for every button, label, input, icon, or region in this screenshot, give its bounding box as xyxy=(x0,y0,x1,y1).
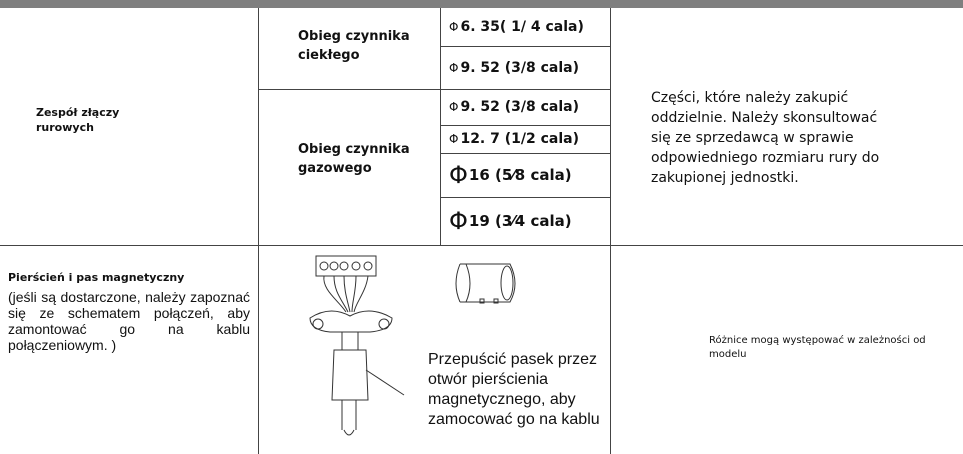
illustration-caption: Przepuścić pasek przez otwór pierścienia… xyxy=(428,351,600,428)
row-description: (jeśli są dostarczone, należy zapoznać s… xyxy=(8,289,250,353)
phi-symbol: Φ xyxy=(449,20,459,34)
size-text: 6. 35( 1/ 4 cala) xyxy=(460,19,584,35)
pipe-size: Φ 6. 35( 1/ 4 cala) xyxy=(441,8,610,46)
size-text: 9. 52 (3/8 cala) xyxy=(460,99,580,115)
model-note: Różnice mogą występować w zależności od … xyxy=(709,335,926,360)
phi-symbol: Φ xyxy=(449,60,459,75)
row-label: Pierścień i pas magnetyczny xyxy=(8,271,185,284)
liquid-label: Obieg czynnika ciekłego xyxy=(298,29,410,63)
pipe-size: Φ 16 (5⁄8 cala) xyxy=(441,153,610,197)
size-text: 12. 7 (1/2 cala) xyxy=(460,131,580,147)
size-text: 9. 52 (3/8 cala) xyxy=(460,59,580,76)
phi-symbol: Φ xyxy=(449,161,468,189)
phi-symbol: Φ xyxy=(449,207,468,235)
size-text: 16 (5⁄8 cala) xyxy=(468,166,572,184)
row-label: Zespół złączy rurowych xyxy=(36,106,120,134)
header-bar xyxy=(0,0,963,8)
pipe-size: Φ 9. 52 (3/8 cala) xyxy=(441,46,610,89)
phi-symbol: Φ xyxy=(449,132,459,146)
purchase-note: Części, które należy zakupić oddzielnie.… xyxy=(651,90,880,186)
size-text: 19 (3⁄4 cala) xyxy=(468,212,572,230)
pipe-size: Φ 12. 7 (1/2 cala) xyxy=(441,125,610,153)
phi-symbol: Φ xyxy=(449,100,459,114)
pipe-size: Φ 9. 52 (3/8 cala) xyxy=(441,89,610,125)
gas-label: Obieg czynnika gazowego xyxy=(298,142,410,176)
pipe-size: Φ 19 (3⁄4 cala) xyxy=(441,197,610,245)
magnetic-ring-illustration xyxy=(309,255,516,436)
